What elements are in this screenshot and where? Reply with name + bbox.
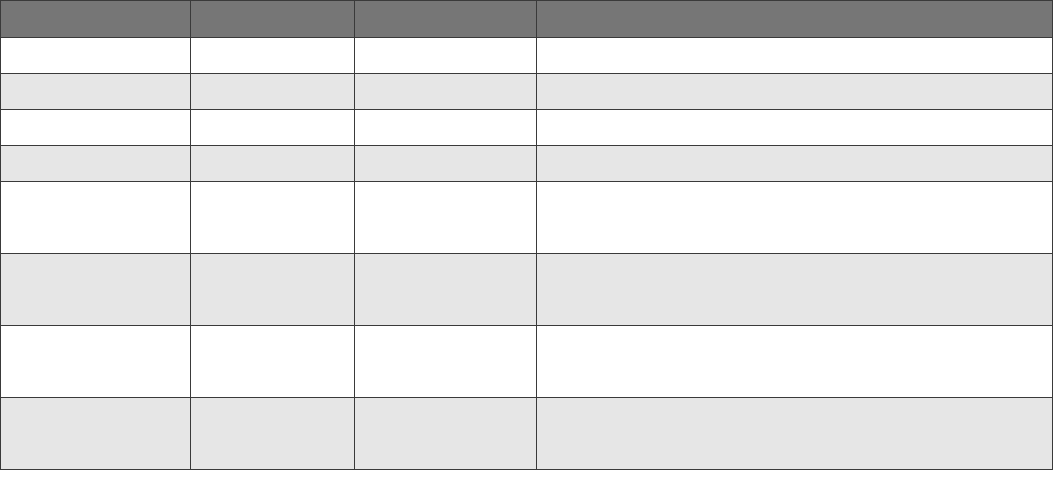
table-cell bbox=[536, 397, 1053, 470]
table-row bbox=[0, 253, 1053, 326]
table-cell bbox=[354, 397, 537, 470]
table-cell bbox=[536, 253, 1053, 326]
table-cell bbox=[0, 325, 191, 398]
table-cell bbox=[0, 145, 191, 182]
table-cell bbox=[190, 253, 355, 326]
table-cell bbox=[536, 145, 1053, 182]
table-row bbox=[0, 37, 1053, 74]
table-row bbox=[0, 145, 1053, 182]
table-cell bbox=[0, 73, 191, 110]
header-cell bbox=[190, 0, 355, 38]
table-cell bbox=[536, 73, 1053, 110]
table-cell bbox=[354, 253, 537, 326]
header-cell bbox=[536, 0, 1053, 38]
table-cell bbox=[536, 109, 1053, 146]
table-cell bbox=[190, 397, 355, 470]
table-row bbox=[0, 397, 1053, 470]
table-cell bbox=[0, 109, 191, 146]
table-cell bbox=[0, 181, 191, 254]
table-cell bbox=[190, 145, 355, 182]
table-header bbox=[0, 0, 1053, 38]
table-cell bbox=[354, 325, 537, 398]
header-row bbox=[0, 0, 1053, 38]
table-body bbox=[0, 37, 1053, 470]
header-cell bbox=[0, 0, 191, 38]
table-cell bbox=[536, 181, 1053, 254]
table-cell bbox=[190, 109, 355, 146]
header-cell bbox=[354, 0, 537, 38]
table-cell bbox=[0, 253, 191, 326]
table-cell bbox=[354, 181, 537, 254]
table-cell bbox=[190, 73, 355, 110]
table-row bbox=[0, 109, 1053, 146]
table-row bbox=[0, 181, 1053, 254]
table-cell bbox=[190, 325, 355, 398]
table-cell bbox=[536, 37, 1053, 74]
table-cell bbox=[354, 109, 537, 146]
table-cell bbox=[354, 145, 537, 182]
table-cell bbox=[190, 181, 355, 254]
table-cell bbox=[0, 397, 191, 470]
table-row bbox=[0, 325, 1053, 398]
table-cell bbox=[354, 37, 537, 74]
table-cell bbox=[190, 37, 355, 74]
table-cell bbox=[536, 325, 1053, 398]
table-cell bbox=[0, 37, 191, 74]
table-cell bbox=[354, 73, 537, 110]
table-row bbox=[0, 73, 1053, 110]
